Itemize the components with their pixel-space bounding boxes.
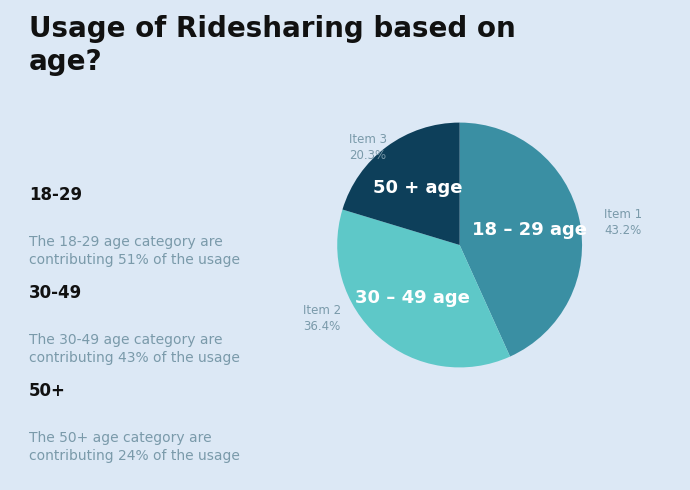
Text: 30 – 49 age: 30 – 49 age <box>355 290 471 307</box>
Text: Usage of Ridesharing based on
age?: Usage of Ridesharing based on age? <box>29 15 515 76</box>
Text: Item 3
20.3%: Item 3 20.3% <box>349 133 388 162</box>
Text: 18 – 29 age: 18 – 29 age <box>471 221 586 239</box>
Text: The 18-29 age category are
contributing 51% of the usage: The 18-29 age category are contributing … <box>29 235 240 267</box>
Text: Item 2
36.4%: Item 2 36.4% <box>303 304 341 333</box>
Text: 30-49: 30-49 <box>29 284 82 302</box>
Text: The 30-49 age category are
contributing 43% of the usage: The 30-49 age category are contributing … <box>29 333 240 365</box>
Text: The 50+ age category are
contributing 24% of the usage: The 50+ age category are contributing 24… <box>29 431 240 463</box>
Wedge shape <box>337 210 510 368</box>
Text: 50 + age: 50 + age <box>373 179 462 197</box>
Text: 50+: 50+ <box>29 382 66 400</box>
Wedge shape <box>460 122 582 357</box>
Text: Item 1
43.2%: Item 1 43.2% <box>604 208 642 238</box>
Wedge shape <box>342 122 460 245</box>
Text: 18-29: 18-29 <box>29 186 82 204</box>
